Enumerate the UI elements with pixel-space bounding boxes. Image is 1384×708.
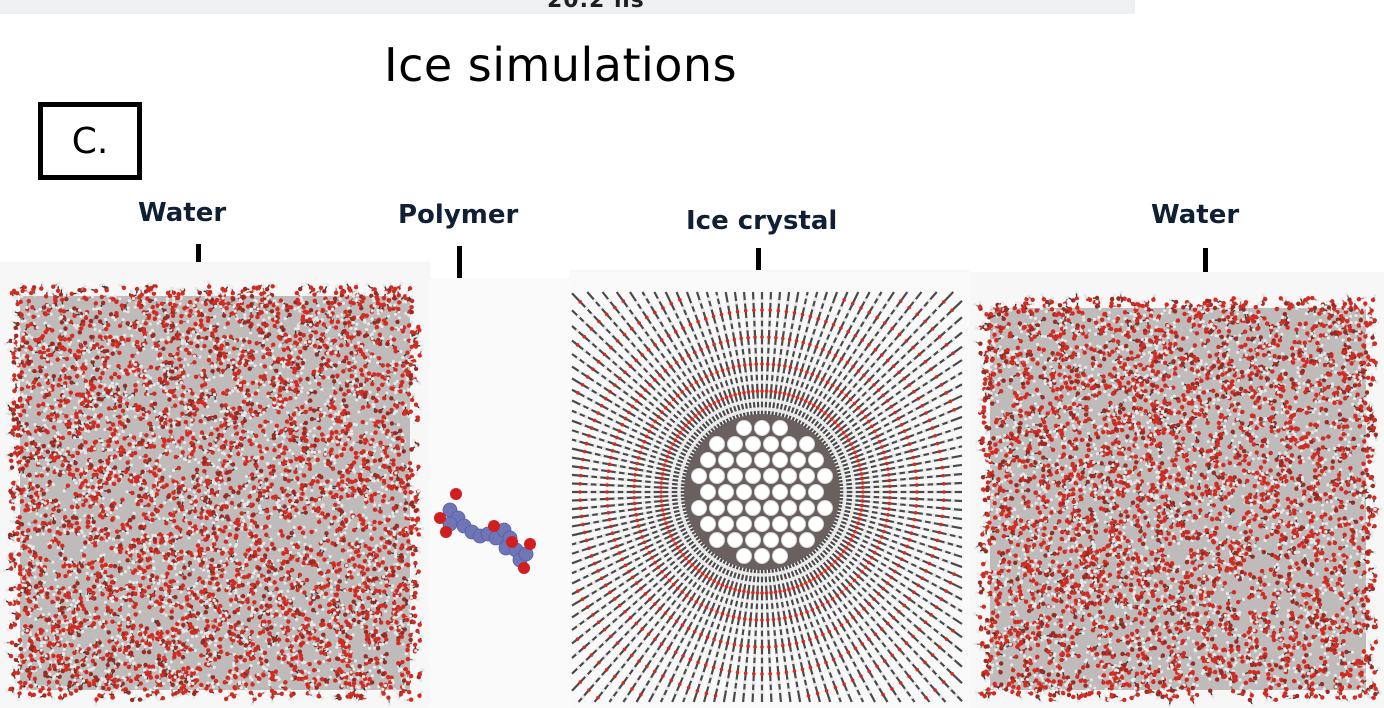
label-ice-crystal: Ice crystal [686, 206, 837, 236]
water-molecules [2, 280, 425, 707]
page-title: Ice simulations [384, 38, 737, 92]
previous-slide-text: 20.2 ns [547, 0, 645, 13]
ice-crystal-lattice [571, 291, 963, 703]
ice-hexagonal-core [684, 414, 840, 570]
label-water-left: Water [138, 198, 226, 228]
panel-label: C. [72, 121, 109, 162]
polymer-molecule [434, 488, 536, 574]
previous-slide-strip: 20.2 ns [0, 0, 1135, 14]
water-molecules [973, 290, 1383, 708]
label-polymer: Polymer [398, 200, 518, 230]
water-box-right [973, 290, 1383, 708]
panel-label-box: C. [38, 102, 142, 180]
water-box-left [2, 280, 425, 707]
label-water-right: Water [1151, 200, 1239, 230]
polymer-atoms [434, 488, 536, 574]
